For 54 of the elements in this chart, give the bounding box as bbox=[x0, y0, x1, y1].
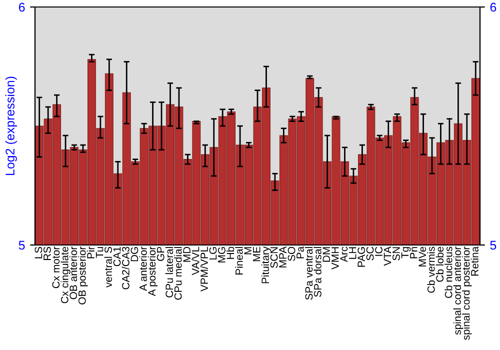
x-tick-label: Cx motor bbox=[52, 246, 60, 288]
y2-tick-label: 6 bbox=[490, 2, 496, 12]
x-tick-label: A anterior bbox=[139, 246, 147, 291]
x-tick-label: Pineal bbox=[235, 247, 243, 274]
x-tick-label: MVe bbox=[418, 246, 426, 266]
x-tick-label: OB anterior bbox=[69, 246, 78, 300]
x-tick-label: SC bbox=[366, 246, 374, 260]
x-tick-label: SN bbox=[392, 247, 400, 260]
y2-tick-label: 5 bbox=[490, 240, 496, 250]
x-tick-label: RS bbox=[44, 246, 51, 260]
x-tick-label: MD bbox=[183, 246, 190, 262]
x-tick-label: VA/VL bbox=[192, 246, 200, 276]
x-tick-label: spinal cord anterior bbox=[453, 246, 464, 335]
x-tick-label: DG bbox=[130, 247, 138, 262]
x-tick-label: Hb bbox=[226, 246, 234, 259]
x-tick-label: OB posterior bbox=[78, 246, 88, 304]
x-tick-label: LS bbox=[34, 246, 42, 258]
x-tick-label: VPM/VPL bbox=[200, 246, 208, 292]
x-tick-label: SPa dorsal bbox=[314, 247, 322, 297]
x-tick-label: A posterior bbox=[148, 246, 158, 296]
x-tick-label: VMH bbox=[332, 247, 339, 270]
x-tick-label: CA2/CA3 bbox=[122, 246, 130, 290]
x-tick-label: spinal cord posterior bbox=[462, 246, 472, 340]
y-axis-title: Log2 (expression) bbox=[5, 76, 17, 175]
x-tick-label: LH bbox=[349, 247, 356, 259]
x-tick-label: CA1 bbox=[113, 246, 121, 266]
x-tick-label: MPA bbox=[279, 246, 286, 268]
x-tick-label: CPu medial bbox=[174, 247, 182, 300]
x-tick-label: M bbox=[244, 247, 252, 254]
x-tick-label: Cb lobe bbox=[436, 246, 444, 282]
x-tick-label: ventral S bbox=[104, 246, 112, 288]
x-tick-label: Cb vermis bbox=[427, 246, 435, 293]
x-tick-label: Pa bbox=[296, 246, 304, 258]
x-tick-label: DM bbox=[322, 247, 330, 262]
x-tick-label: Pn bbox=[410, 247, 418, 258]
x-tick-label: Tu bbox=[96, 247, 104, 258]
x-tick-label: Arc bbox=[340, 246, 348, 262]
x-tick-label: Pituitary bbox=[261, 246, 272, 284]
x-tick-label: VTA bbox=[384, 246, 392, 266]
x-tick-label: LG bbox=[209, 247, 217, 260]
x-tick-label: Cx cingulate bbox=[60, 246, 70, 304]
x-tick-label: Tg bbox=[401, 247, 411, 258]
x-tick-label: Cb nucleus bbox=[444, 246, 452, 298]
x-tick-label: GP bbox=[156, 246, 164, 261]
x-tick-label: SPa ventral bbox=[305, 247, 313, 300]
x-tick-label: IC bbox=[375, 246, 382, 256]
x-tick-label: CPu lateral bbox=[165, 247, 174, 298]
x-tick-label: PAG bbox=[358, 247, 365, 267]
x-tick-label: SCN bbox=[270, 247, 278, 268]
x-tick-label: Pir bbox=[86, 246, 94, 258]
x-tick-label: MG bbox=[218, 247, 226, 262]
x-tick-label: Retina bbox=[470, 246, 478, 276]
x-tick-label: SO bbox=[288, 246, 296, 261]
x-tick-label: ME bbox=[253, 246, 260, 262]
